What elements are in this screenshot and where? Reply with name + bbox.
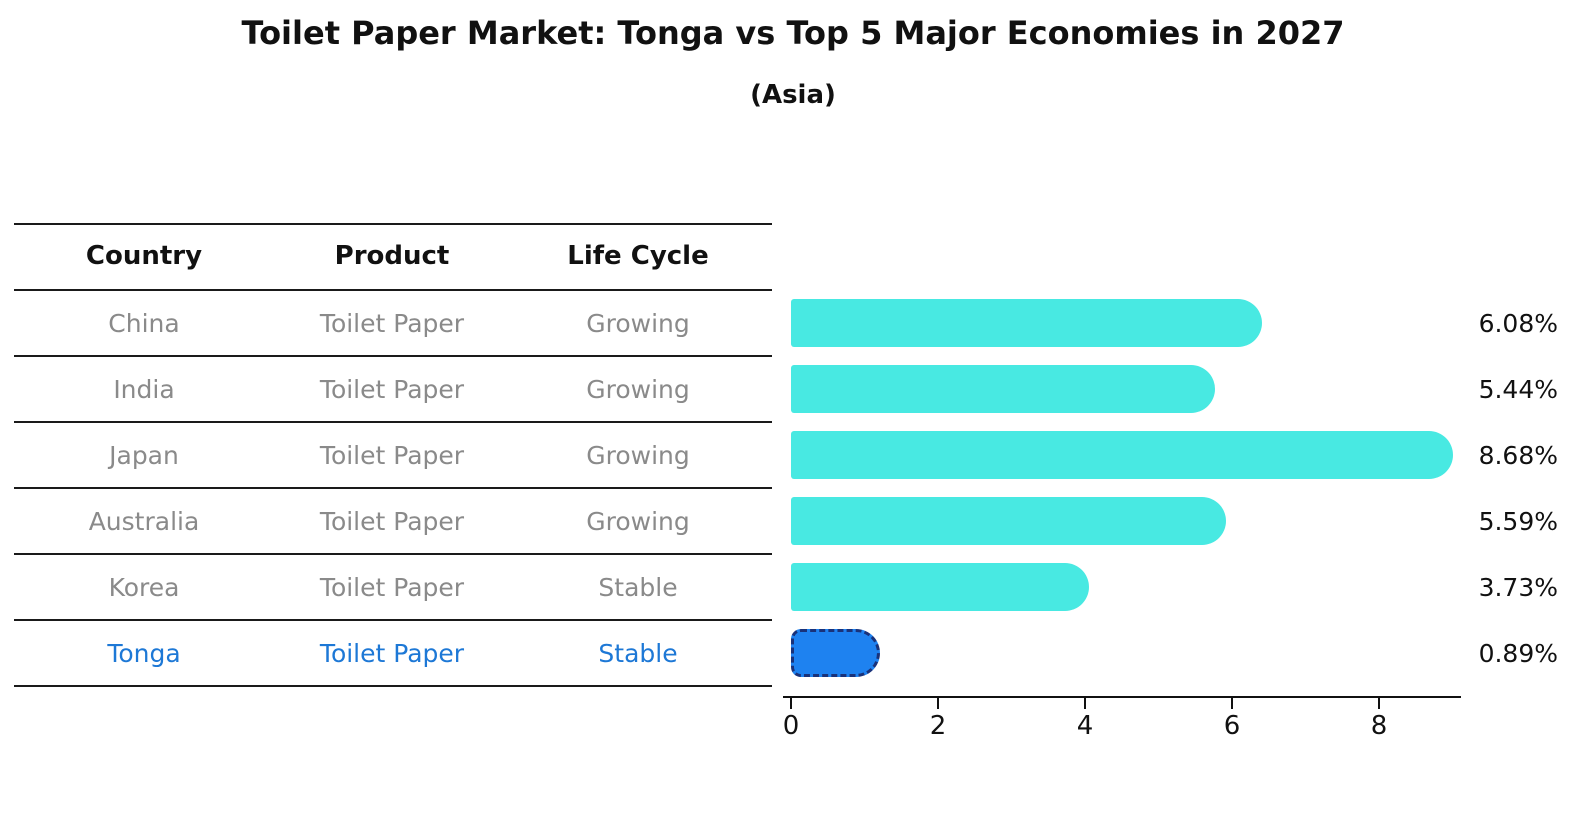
cell-product: Toilet Paper: [319, 572, 465, 602]
cell-lifecycle: Growing: [586, 440, 690, 470]
x-tick-mark: [1084, 698, 1086, 709]
cell-country: China: [108, 308, 180, 338]
cell-lifecycle: Growing: [586, 308, 690, 338]
cell-product: Toilet Paper: [319, 308, 465, 338]
x-tick-mark: [1231, 698, 1233, 709]
bar-china: [791, 299, 1262, 347]
bar-japan: [791, 431, 1453, 479]
table-rule: [14, 355, 772, 357]
table-rule: [14, 553, 772, 555]
value-label: 3.73%: [1478, 572, 1558, 602]
x-tick-mark: [1378, 698, 1380, 709]
table-header-lifecycle: Life Cycle: [567, 241, 709, 271]
x-tick-label: 8: [1370, 711, 1388, 741]
table-rule: [14, 619, 772, 621]
cell-country: Korea: [108, 572, 180, 602]
cell-lifecycle: Growing: [586, 374, 690, 404]
chart-title: Toilet Paper Market: Tonga vs Top 5 Majo…: [241, 14, 1345, 52]
cell-country: Tonga: [107, 638, 181, 668]
value-label: 5.59%: [1478, 506, 1558, 536]
value-label: 8.68%: [1478, 440, 1558, 470]
cell-lifecycle: Stable: [598, 638, 678, 668]
table-rule: [14, 223, 772, 225]
table-header-country: Country: [85, 241, 203, 271]
x-tick-label: 0: [782, 711, 800, 741]
table-rule: [14, 685, 772, 687]
x-tick-label: 4: [1076, 711, 1094, 741]
chart-subtitle: (Asia): [750, 80, 836, 110]
cell-country: India: [113, 374, 175, 404]
bar-korea: [791, 563, 1089, 611]
x-axis-line: [783, 696, 1461, 698]
cell-product: Toilet Paper: [319, 374, 465, 404]
table-header-product: Product: [334, 241, 450, 271]
bar-india: [791, 365, 1215, 413]
bar-australia: [791, 497, 1226, 545]
cell-country: Japan: [109, 440, 179, 470]
x-tick-mark: [790, 698, 792, 709]
table-rule: [14, 289, 772, 291]
x-tick-mark: [937, 698, 939, 709]
value-label: 5.44%: [1478, 374, 1558, 404]
x-tick-label: 6: [1223, 711, 1241, 741]
x-tick-label: 2: [929, 711, 947, 741]
cell-country: Australia: [88, 506, 200, 536]
bar-tonga: [791, 629, 880, 677]
cell-lifecycle: Growing: [586, 506, 690, 536]
cell-product: Toilet Paper: [319, 506, 465, 536]
value-label: 0.89%: [1478, 638, 1558, 668]
cell-product: Toilet Paper: [319, 638, 465, 668]
cell-product: Toilet Paper: [319, 440, 465, 470]
table-rule: [14, 487, 772, 489]
value-label: 6.08%: [1478, 308, 1558, 338]
table-rule: [14, 421, 772, 423]
cell-lifecycle: Stable: [598, 572, 678, 602]
